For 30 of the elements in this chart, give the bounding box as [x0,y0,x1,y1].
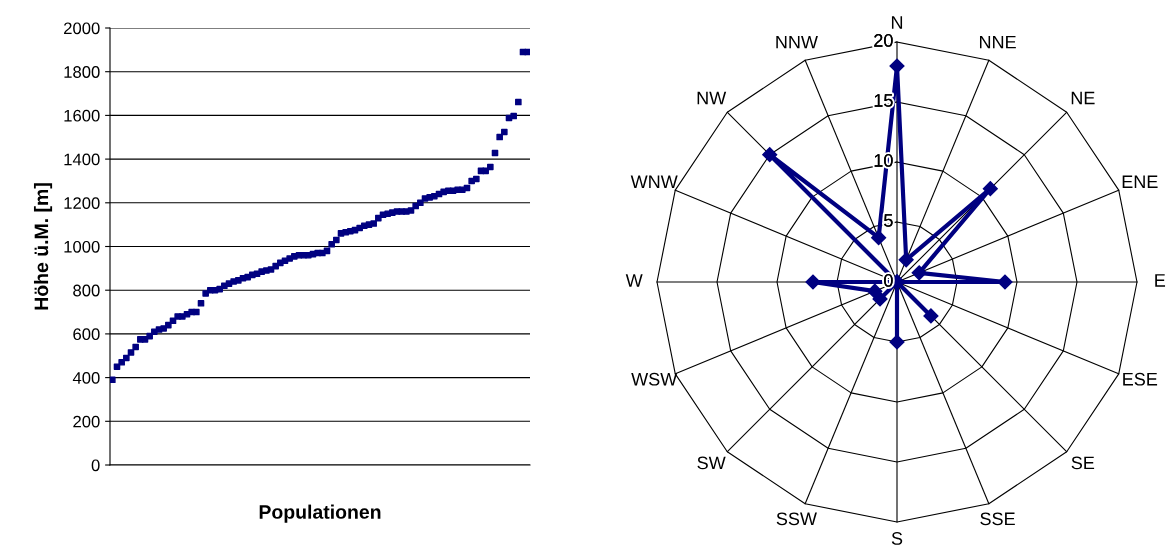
spoke-label: ESE [1123,372,1158,386]
spoke-label: ENE [1122,175,1158,188]
y-tick-label: 1000 [64,240,100,253]
y-tick-label: 20 [874,34,893,47]
spoke-label: W [625,274,643,287]
spoke-label: SE [1071,456,1095,470]
y-tick-label: 1200 [64,197,100,209]
spoke-label: WNW [630,175,678,188]
spoke-label: NNE [979,35,1016,49]
y-tick-label: 400 [72,372,100,384]
spoke-label: S [891,532,903,545]
y-tick-label: 0 [91,459,100,472]
x-axis-title: Populationen [259,504,381,523]
y-tick-label: 1800 [64,66,100,78]
y-tick-label: 2000 [64,22,100,35]
spoke-label: NW [697,91,727,105]
y-tick-label: 800 [73,284,100,297]
y-tick-label: 1400 [64,153,100,166]
y-tick-label: 1600 [64,109,100,122]
spoke-label: NE [1071,91,1095,105]
spoke-label: SSE [980,512,1015,526]
spoke-label: SW [697,456,726,470]
spoke-label: N [891,16,903,29]
spoke-label: SSW [776,512,817,526]
spoke-label: E [1155,274,1166,287]
spoke-label: NNW [776,35,818,49]
spoke-label: WSW [631,372,678,386]
y-tick-label: 600 [73,328,100,341]
y-axis-title: Höhe ü.M. [m] [33,183,53,310]
y-tick-label: 200 [73,415,100,428]
